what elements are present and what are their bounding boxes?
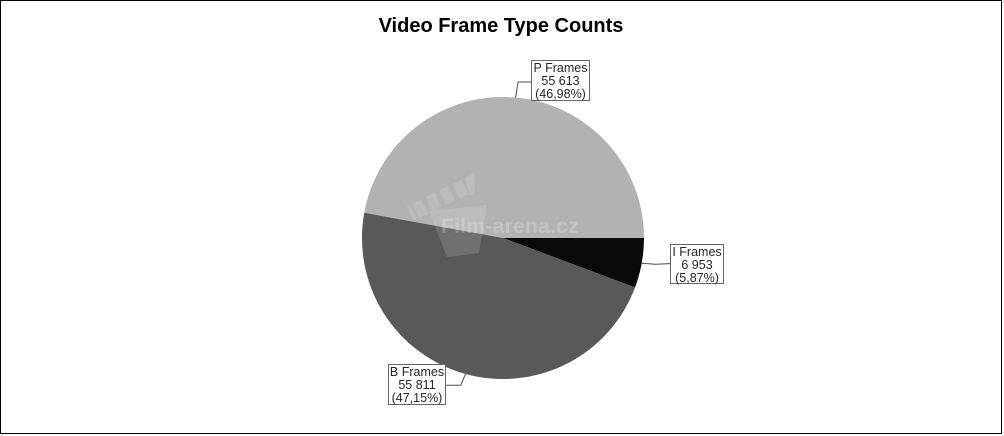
svg-text:Film-arena.cz: Film-arena.cz [441, 215, 579, 238]
